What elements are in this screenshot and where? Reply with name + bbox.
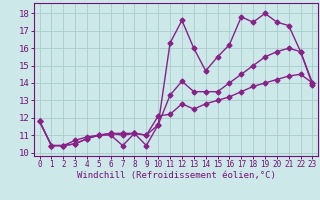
X-axis label: Windchill (Refroidissement éolien,°C): Windchill (Refroidissement éolien,°C) <box>76 171 276 180</box>
